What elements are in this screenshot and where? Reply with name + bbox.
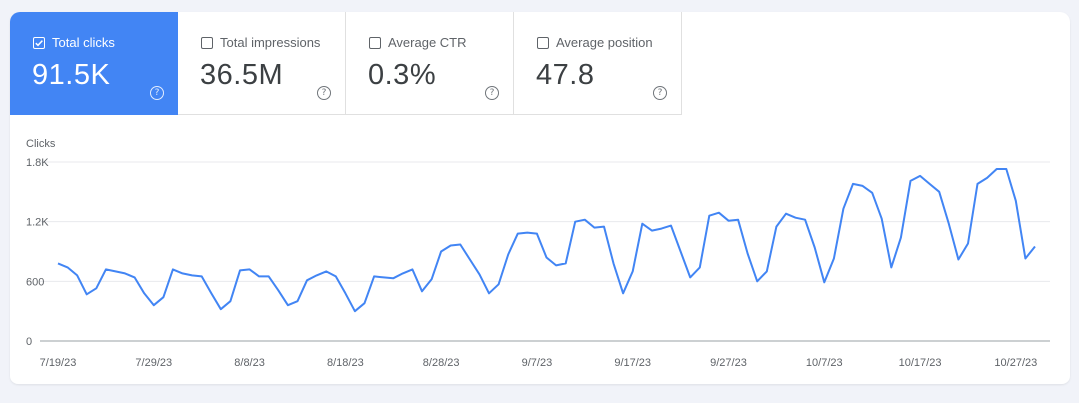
- metric-label: Average CTR: [388, 35, 467, 50]
- checkbox-icon[interactable]: [537, 36, 549, 49]
- metric-label: Total clicks: [52, 35, 115, 50]
- metric-label: Total impressions: [220, 35, 321, 50]
- metric-label-row: Total impressions: [201, 35, 320, 50]
- y-tick-label: 0: [26, 336, 32, 348]
- metric-tabs: Total clicks 91.5K ? Total impressions 3…: [10, 12, 682, 115]
- x-tick-label: 10/7/23: [806, 357, 843, 369]
- x-tick-label: 8/18/23: [327, 357, 364, 369]
- metric-average-position[interactable]: Average position 47.8 ?: [514, 12, 682, 115]
- metric-value: 91.5K: [32, 59, 111, 91]
- gridlines: [40, 161, 1050, 342]
- y-tick-labels: 0 600 1.2K 1.8K: [26, 157, 49, 348]
- metric-value: 0.3%: [368, 59, 437, 91]
- x-tick-label: 10/27/23: [994, 357, 1037, 369]
- clicks-chart: Clicks 0 600 1.2K 1.8K 7/19/23 7/29/23 8/8/23…: [10, 132, 1070, 382]
- metric-value: 47.8: [536, 59, 595, 91]
- help-icon[interactable]: ?: [150, 86, 164, 100]
- metric-average-ctr[interactable]: Average CTR 0.3% ?: [346, 12, 514, 115]
- y-tick-label: 600: [26, 276, 44, 288]
- checkbox-checked-icon[interactable]: [33, 36, 45, 49]
- x-tick-label: 8/8/23: [234, 357, 265, 369]
- performance-card: Total clicks 91.5K ? Total impressions 3…: [10, 12, 1070, 384]
- checkbox-icon[interactable]: [369, 36, 381, 49]
- x-tick-label: 10/17/23: [899, 357, 942, 369]
- x-tick-label: 9/7/23: [522, 357, 553, 369]
- series-line-clicks[interactable]: [57, 168, 1036, 313]
- help-icon[interactable]: ?: [485, 86, 499, 100]
- x-tick-label: 7/19/23: [40, 357, 77, 369]
- x-tick-label: 9/27/23: [710, 357, 747, 369]
- metric-value: 36.5M: [200, 59, 284, 91]
- y-tick-label: 1.2K: [26, 217, 49, 229]
- metric-label-row: Average CTR: [369, 35, 467, 50]
- help-icon[interactable]: ?: [317, 86, 331, 100]
- y-tick-label: 1.8K: [26, 157, 49, 169]
- x-tick-label: 7/29/23: [135, 357, 172, 369]
- checkbox-icon[interactable]: [201, 36, 213, 49]
- metric-label: Average position: [556, 35, 653, 50]
- metric-total-impressions[interactable]: Total impressions 36.5M ?: [178, 12, 346, 115]
- x-tick-label: 9/17/23: [614, 357, 651, 369]
- x-tick-label: 8/28/23: [423, 357, 460, 369]
- chart-svg: Clicks 0 600 1.2K 1.8K 7/19/23 7/29/23 8/8/23…: [26, 138, 1050, 369]
- metric-total-clicks[interactable]: Total clicks 91.5K ?: [10, 12, 178, 115]
- x-tick-labels: 7/19/23 7/29/23 8/8/23 8/18/23 8/28/23 9/7/23…: [40, 357, 1038, 369]
- metric-label-row: Average position: [537, 35, 653, 50]
- y-axis-title: Clicks: [26, 138, 56, 150]
- metric-label-row: Total clicks: [33, 35, 115, 50]
- help-icon[interactable]: ?: [653, 86, 667, 100]
